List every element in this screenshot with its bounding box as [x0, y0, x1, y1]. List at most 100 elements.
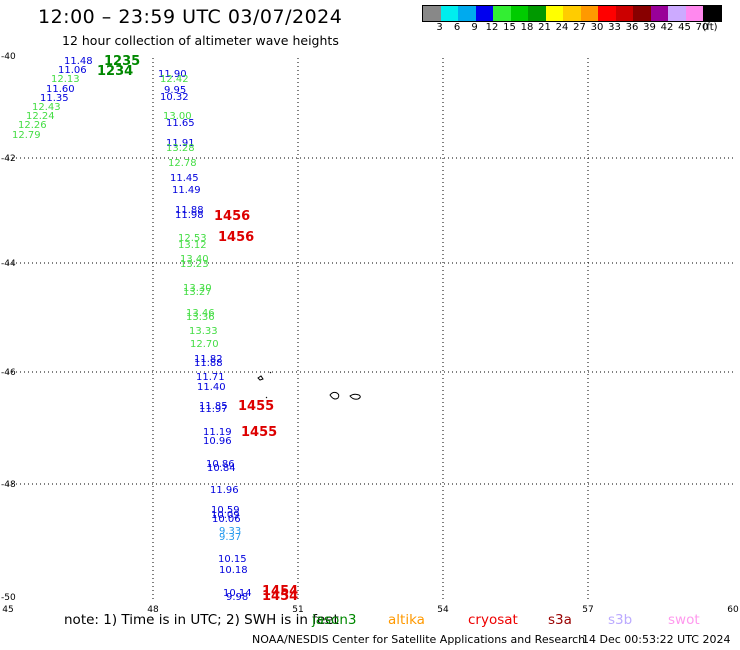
wave-height-value: 9.33 — [219, 526, 241, 537]
wave-height-value: 11.88 — [194, 358, 223, 369]
map-title: 12:00 – 23:59 UTC 03/07/2024 — [38, 6, 343, 28]
wave-height-value: 10.06 — [212, 514, 241, 525]
lon-tick-label: 48 — [147, 605, 159, 615]
wave-height-value: 13.36 — [186, 312, 215, 323]
wave-height-value: 13.27 — [183, 287, 212, 298]
wave-height-value: 13.28 — [166, 143, 195, 154]
generated-timestamp: 14 Dec 00:53:22 UTC 2024 — [582, 633, 731, 646]
wave-height-value: 11.71 — [196, 372, 225, 383]
legend-swatch — [598, 6, 616, 21]
legend-swatch — [440, 6, 458, 21]
wave-height-value: 13.33 — [189, 326, 218, 337]
legend-swatch — [668, 6, 686, 21]
wave-height-value: 9.98 — [226, 592, 248, 603]
wave-height-value: 11.49 — [172, 185, 201, 196]
lat-tick-label: -40 — [1, 52, 16, 62]
satellite-legend-item: altika — [388, 612, 425, 628]
legend-swatch — [580, 6, 598, 21]
wave-height-color-legend — [422, 5, 722, 22]
legend-swatch — [528, 6, 546, 21]
legend-label: 15 — [503, 22, 516, 33]
wave-height-value: 10.32 — [160, 92, 189, 103]
axis-tick-labels: 45 48 51 54 57 60 -40 -42 -44 -46 -48 -50 — [1, 52, 739, 615]
wave-height-value: 11.65 — [166, 118, 195, 129]
island-outline — [257, 375, 264, 381]
legend-swatch — [475, 6, 493, 21]
satellite-legend-item: swot — [668, 612, 700, 628]
legend-swatch — [703, 6, 721, 21]
wave-height-value: 11.06 — [58, 65, 87, 76]
wave-height-value: 12.53 — [178, 233, 207, 244]
wave-height-value: 11.91 — [166, 138, 195, 149]
wave-height-value: 12.13 — [51, 74, 80, 85]
wave-height-value: 11.85 — [199, 401, 228, 412]
island-outline — [349, 393, 361, 400]
wave-height-value: 11.98 — [175, 210, 204, 221]
wave-height-value: 11.48 — [64, 56, 93, 67]
wave-height-value: 12.70 — [190, 339, 219, 350]
legend-label: 27 — [573, 22, 586, 33]
legend-label: 3 — [436, 22, 443, 33]
pass-time-label: 1456 — [214, 209, 250, 224]
legend-label: 21 — [538, 22, 551, 33]
pass-time-label: 1456 — [218, 230, 254, 245]
island-outlines — [257, 371, 361, 400]
pass-time-label: 1455 — [238, 399, 274, 414]
wave-height-value: 13.12 — [178, 240, 207, 251]
wave-height-value: 11.45 — [170, 173, 199, 184]
lat-tick-label: -44 — [1, 259, 16, 269]
legend-label: 24 — [555, 22, 569, 33]
legend-label: 9 — [471, 22, 478, 33]
legend-swatch — [650, 6, 668, 21]
wave-height-value: 12.79 — [12, 130, 41, 141]
wave-height-value: 11.88 — [175, 205, 204, 216]
wave-height-value: 11.90 — [158, 69, 187, 80]
wave-height-value: 11.40 — [197, 382, 226, 393]
pass-time-label: 1235 — [104, 54, 140, 69]
wave-height-value: 12.43 — [32, 102, 61, 113]
legend-swatch — [545, 6, 563, 21]
pass-time-label: 1454 — [262, 584, 298, 599]
legend-swatch — [563, 6, 581, 21]
legend-label: 30 — [590, 22, 604, 33]
wave-height-value: 9.95 — [164, 85, 186, 96]
legend-swatch — [615, 6, 633, 21]
legend-label: 18 — [520, 22, 534, 33]
map-subtitle: 12 hour collection of altimeter wave hei… — [62, 33, 339, 48]
wave-height-value: 11.19 — [203, 427, 232, 438]
legend-swatch — [633, 6, 651, 21]
altimeter-observations: 11.4811.0611.6011.3511.909.9510.3211.651… — [12, 56, 252, 603]
legend-label: 12 — [485, 22, 499, 33]
legend-label: 36 — [625, 22, 639, 33]
pass-time-label: 1455 — [241, 425, 277, 440]
lat-tick-label: -48 — [1, 480, 16, 490]
wave-height-value: 11.35 — [40, 93, 69, 104]
legend-label: 70 — [695, 22, 709, 33]
lat-tick-label: -46 — [1, 368, 16, 378]
legend-swatch — [423, 6, 441, 21]
wave-height-value: 10.09 — [211, 510, 240, 521]
wave-height-value: 12.78 — [168, 158, 197, 169]
lat-tick-label: -42 — [1, 154, 16, 164]
lon-tick-label: 54 — [437, 605, 449, 615]
satellite-legend-item: s3b — [608, 612, 633, 628]
legend-label: 6 — [453, 22, 461, 33]
wave-height-value: 10.86 — [206, 459, 235, 470]
satellite-legend-item: jason3 — [312, 612, 357, 628]
wave-height-value: 13.00 — [163, 111, 192, 122]
wave-height-value: 13.30 — [183, 283, 212, 294]
lon-tick-label: 57 — [582, 605, 593, 615]
island-outline — [265, 396, 268, 399]
wave-height-value: 10.59 — [211, 505, 240, 516]
wave-height-value: 10.14 — [223, 588, 252, 599]
wave-height-value: 12.26 — [18, 120, 47, 131]
legend-label: 33 — [608, 22, 621, 33]
wave-height-value: 11.96 — [210, 485, 239, 496]
lat-tick-label: -50 — [1, 593, 16, 603]
wave-height-value: 10.84 — [207, 463, 236, 474]
satellite-legend-item: s3a — [548, 612, 572, 628]
legend-label: 39 — [643, 22, 656, 33]
wave-height-value: 10.18 — [219, 565, 248, 576]
island-outline — [329, 391, 340, 400]
